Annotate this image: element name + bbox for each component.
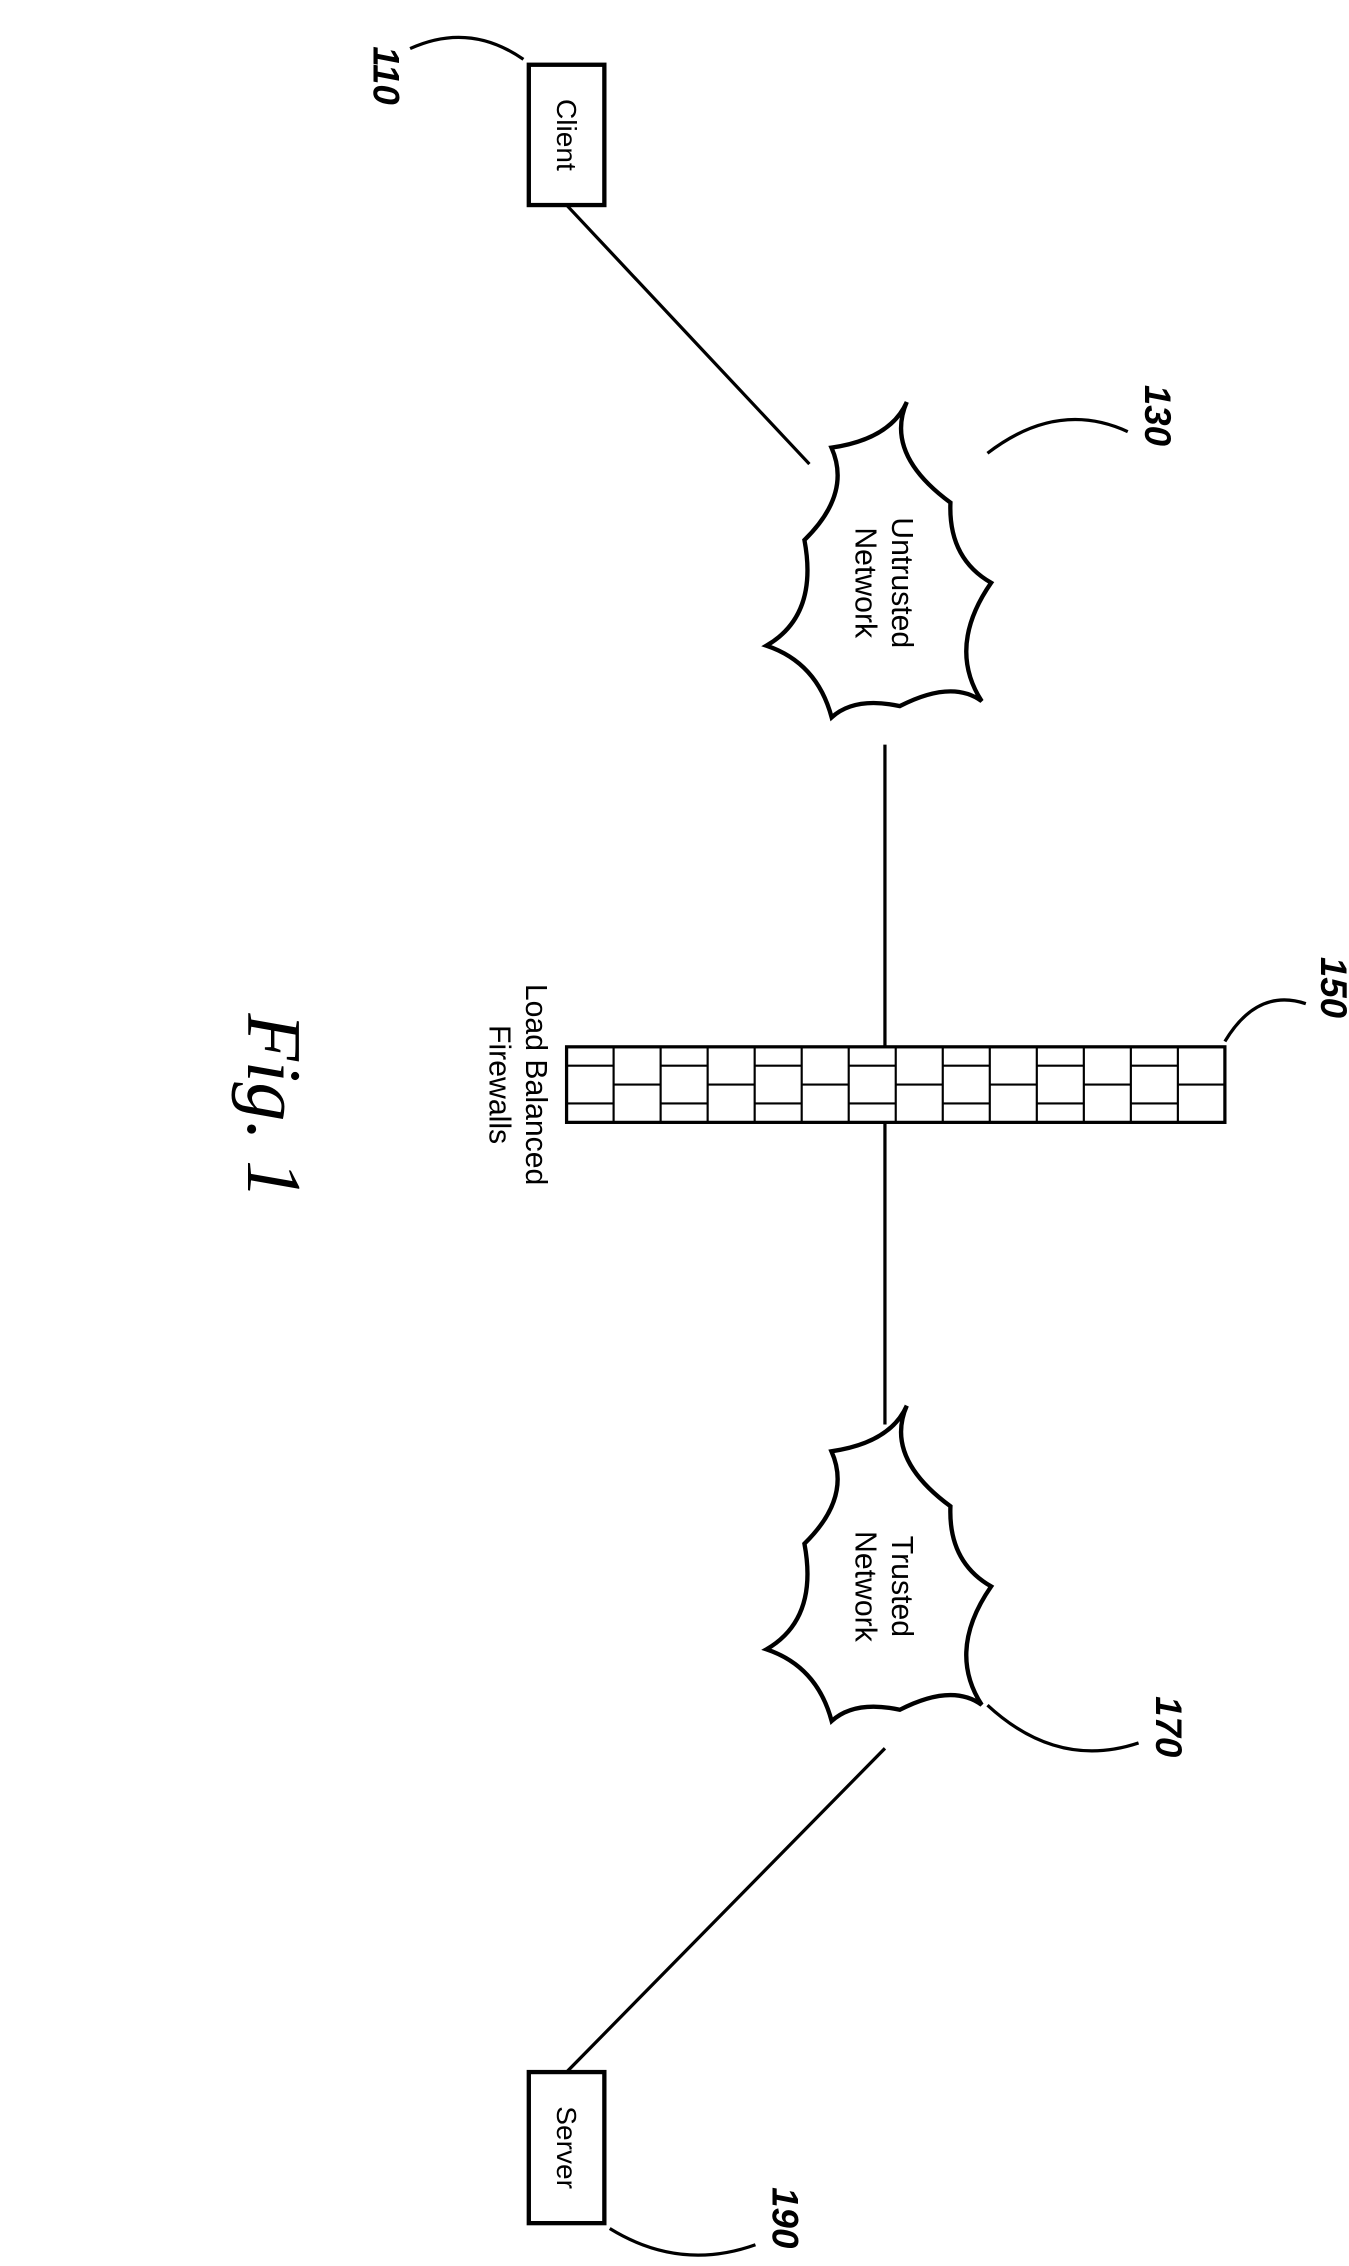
- svg-text:150: 150: [1313, 957, 1349, 1019]
- svg-text:130: 130: [1137, 385, 1178, 447]
- svg-text:170: 170: [1148, 1696, 1189, 1758]
- svg-text:190: 190: [765, 2187, 806, 2249]
- svg-text:Untrusted: Untrusted: [885, 517, 918, 648]
- svg-text:110: 110: [365, 46, 406, 105]
- svg-text:Load Balanced: Load Balanced: [519, 984, 552, 1186]
- svg-text:Firewalls: Firewalls: [483, 1025, 516, 1144]
- svg-text:Network: Network: [848, 1531, 881, 1643]
- svg-text:Fig. 1: Fig. 1: [231, 1012, 317, 1199]
- svg-text:Trusted: Trusted: [885, 1536, 918, 1637]
- svg-text:Client: Client: [551, 99, 582, 171]
- svg-text:Network: Network: [848, 527, 881, 639]
- svg-text:Server: Server: [551, 2106, 582, 2189]
